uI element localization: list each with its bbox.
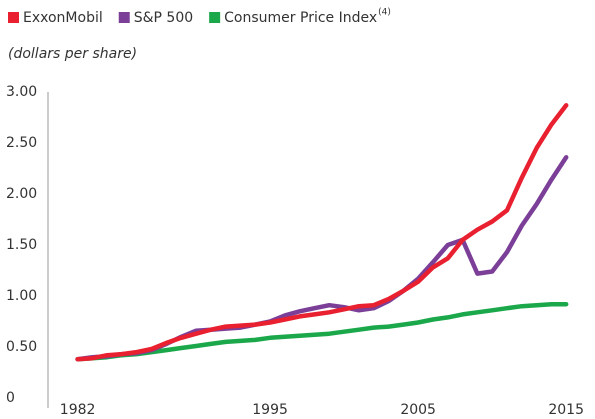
y-tick-label: 2.00 xyxy=(6,186,37,202)
y-tick-label: 1.50 xyxy=(6,237,37,253)
y-tick-label: 0 xyxy=(6,390,15,406)
x-tick-label: 1982 xyxy=(60,402,96,418)
y-tick-label: 1.00 xyxy=(6,288,37,304)
legend-label: Consumer Price Index xyxy=(224,10,377,26)
x-tick-label: 2005 xyxy=(400,402,436,418)
line xyxy=(75,155,569,362)
y-tick-label: 0.50 xyxy=(6,339,37,355)
line xyxy=(75,301,569,362)
line xyxy=(75,103,569,362)
chart-subtitle: (dollars per share) xyxy=(8,46,137,62)
x-tick-label: 2015 xyxy=(548,402,584,418)
legend-label: S&P 500 xyxy=(134,10,193,26)
legend-label: ExxonMobil xyxy=(23,10,103,26)
x-tick-label: 1995 xyxy=(252,402,288,418)
y-tick-label: 3.00 xyxy=(6,84,37,100)
legend-note: (4) xyxy=(378,8,391,18)
legend-swatch xyxy=(209,12,221,23)
y-tick-label: 2.50 xyxy=(6,135,37,151)
legend-swatch xyxy=(8,12,19,23)
legend-swatch xyxy=(118,12,130,23)
